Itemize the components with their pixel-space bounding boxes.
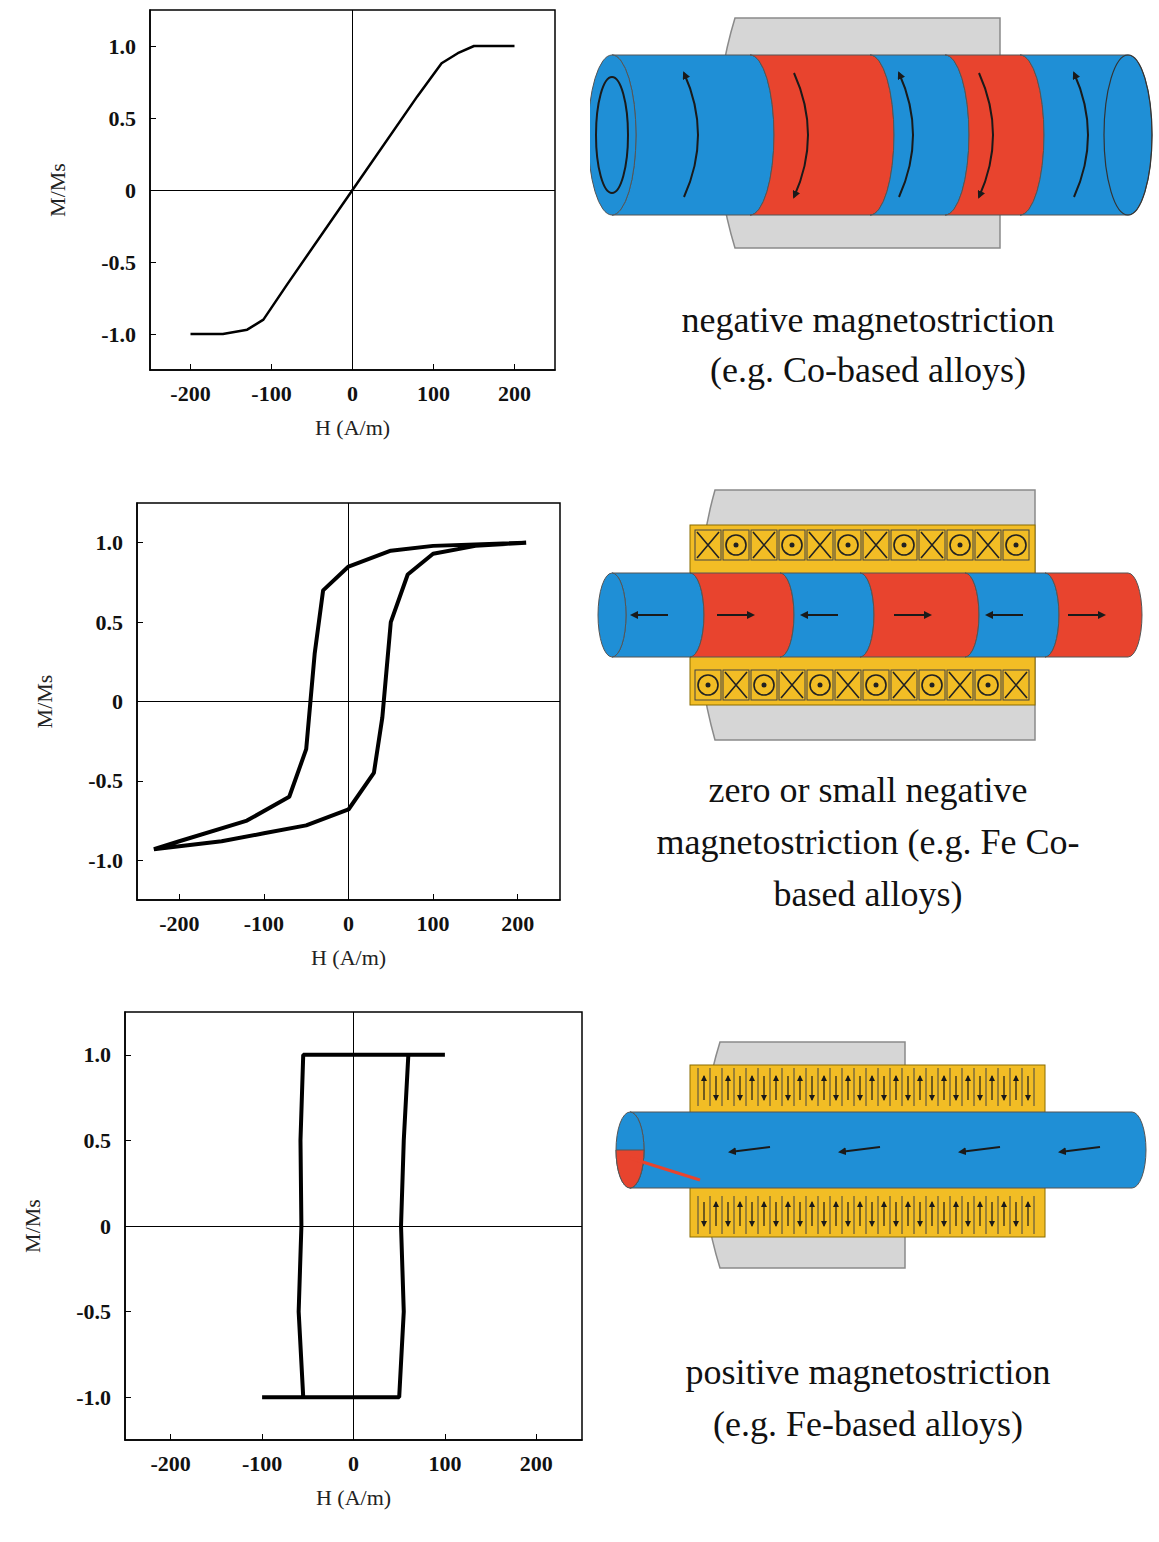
svg-text:1.0: 1.0 [84,1042,112,1067]
svg-text:-200: -200 [170,381,210,406]
svg-text:-1.0: -1.0 [101,322,136,347]
svg-text:0: 0 [112,689,123,714]
svg-text:0.5: 0.5 [109,106,137,131]
svg-text:0: 0 [125,178,136,203]
svg-text:-0.5: -0.5 [76,1299,111,1324]
svg-text:200: 200 [501,911,534,936]
svg-text:1.0: 1.0 [109,34,137,59]
svg-text:0: 0 [348,1451,359,1476]
svg-text:H (A/m): H (A/m) [315,415,390,440]
svg-text:-200: -200 [159,911,199,936]
svg-text:0: 0 [347,381,358,406]
svg-text:100: 100 [417,381,450,406]
svg-text:H (A/m): H (A/m) [311,945,386,970]
svg-text:-100: -100 [251,381,291,406]
svg-text:200: 200 [498,381,531,406]
svg-text:-100: -100 [242,1451,282,1476]
svg-text:(e.g. Fe-based alloys): (e.g. Fe-based alloys) [713,1404,1023,1444]
svg-text:-100: -100 [244,911,284,936]
svg-text:-0.5: -0.5 [101,250,136,275]
svg-text:0: 0 [343,911,354,936]
svg-text:positive magnetostriction: positive magnetostriction [686,1352,1051,1392]
svg-text:0.5: 0.5 [84,1128,112,1153]
svg-text:-0.5: -0.5 [88,768,123,793]
svg-text:magnetostriction (e.g. Fe Co-: magnetostriction (e.g. Fe Co- [657,822,1080,862]
svg-text:zero or small negative: zero or small negative [709,770,1028,810]
svg-text:200: 200 [520,1451,553,1476]
svg-text:M/Ms: M/Ms [32,675,57,729]
svg-text:M/Ms: M/Ms [20,1199,45,1253]
svg-text:100: 100 [428,1451,461,1476]
svg-text:negative magnetostriction: negative magnetostriction [682,300,1055,340]
svg-text:-1.0: -1.0 [76,1385,111,1410]
svg-text:H (A/m): H (A/m) [316,1485,391,1510]
svg-text:0: 0 [100,1214,111,1239]
svg-text:0.5: 0.5 [96,610,124,635]
svg-text:M/Ms: M/Ms [45,163,70,217]
svg-text:-1.0: -1.0 [88,848,123,873]
svg-text:(e.g. Co-based alloys): (e.g. Co-based alloys) [710,350,1026,390]
svg-text:1.0: 1.0 [96,530,124,555]
svg-text:100: 100 [417,911,450,936]
svg-text:based alloys): based alloys) [774,874,963,914]
svg-text:-200: -200 [151,1451,191,1476]
